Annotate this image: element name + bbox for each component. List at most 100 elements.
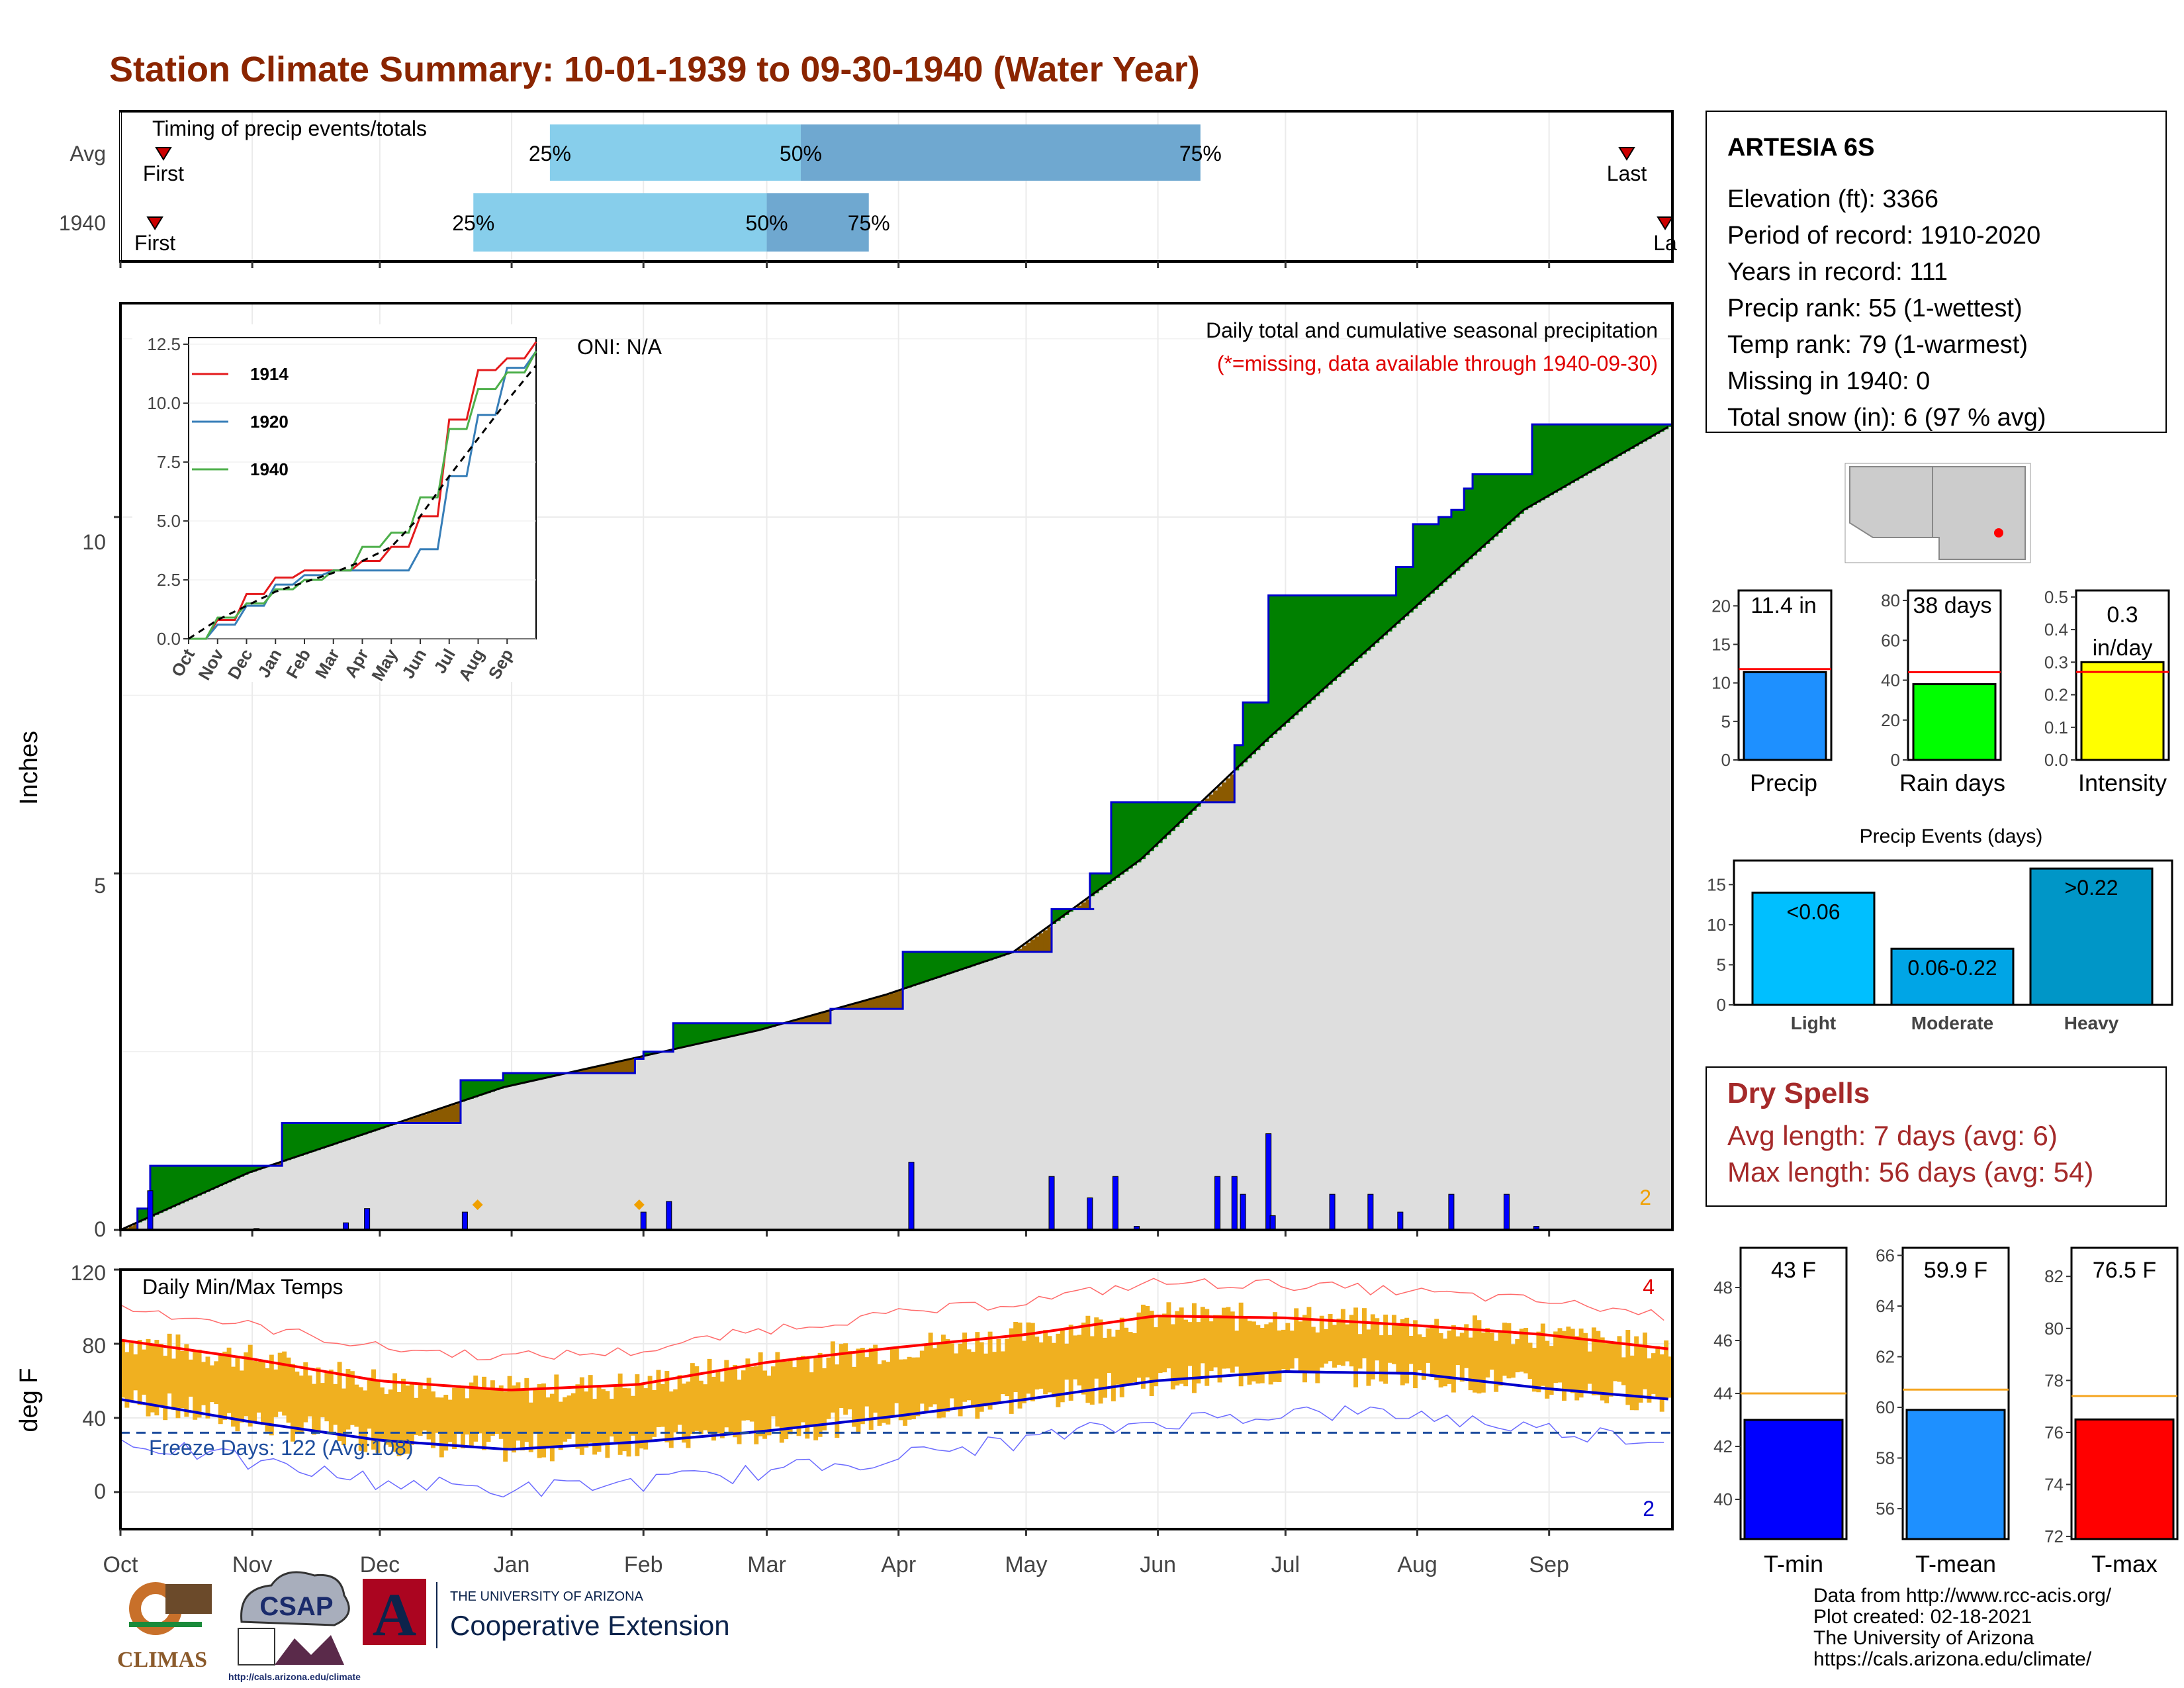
precip-diff-fill bbox=[490, 1080, 495, 1092]
precip-diff-fill bbox=[1426, 524, 1431, 598]
dry-spells-max: Max length: 56 days (avg: 54) bbox=[1727, 1156, 2093, 1188]
temp-daily-range bbox=[711, 1376, 716, 1441]
temp-xtick-label: Feb bbox=[624, 1552, 663, 1577]
temp-ytick-80: 80 bbox=[82, 1334, 106, 1358]
precip-diff-fill bbox=[316, 1123, 321, 1150]
temp-daily-range bbox=[431, 1391, 435, 1448]
temp-daily-range bbox=[1583, 1333, 1588, 1391]
temp-daily-range bbox=[992, 1352, 997, 1404]
temp-daily-range bbox=[584, 1391, 589, 1448]
freeze-days-label: Freeze Days: 122 (Avg:108) bbox=[149, 1436, 414, 1460]
temp-daily-range bbox=[244, 1352, 249, 1417]
temp-xtick-label: Nov bbox=[232, 1552, 272, 1577]
precip-ytick-5: 5 bbox=[94, 874, 106, 898]
precip-diff-fill bbox=[307, 1123, 312, 1153]
precip-diff-fill bbox=[847, 1005, 852, 1009]
temp-daily-range bbox=[894, 1346, 899, 1403]
temp-daily-range bbox=[1149, 1311, 1154, 1396]
inset-lines bbox=[188, 341, 537, 640]
temp-daily-range bbox=[1187, 1322, 1193, 1366]
precip-diff-fill bbox=[614, 1062, 619, 1074]
temp-ylabel: deg F bbox=[15, 1368, 43, 1432]
precip-diff-fill bbox=[1604, 424, 1610, 464]
precip-diff-fill bbox=[792, 1021, 797, 1023]
precip-diff-fill bbox=[541, 1073, 547, 1079]
precip-diff-fill bbox=[460, 1080, 465, 1102]
temp-daily-range bbox=[295, 1371, 300, 1432]
temp-daily-range bbox=[1281, 1329, 1286, 1370]
timing-q75-label: 75% bbox=[1179, 142, 1222, 165]
temp-daily-range bbox=[996, 1339, 1001, 1402]
temp-daily-range bbox=[1531, 1348, 1537, 1392]
precip-diff-fill bbox=[1103, 873, 1108, 887]
timing-row-avg: Avg bbox=[69, 142, 106, 165]
temp-daily-range bbox=[635, 1374, 640, 1456]
temp-daily-range bbox=[1510, 1344, 1516, 1378]
temp-daily-range bbox=[567, 1395, 572, 1439]
precip-diff-fill bbox=[889, 993, 895, 1009]
temp-daily-range bbox=[1205, 1309, 1210, 1386]
temp-daily-range bbox=[856, 1348, 861, 1434]
precip-diff-fill bbox=[1060, 909, 1065, 918]
precip-daily-bar bbox=[1231, 1176, 1238, 1231]
precip-diff-fill bbox=[877, 997, 882, 1009]
temp-daily-range bbox=[341, 1388, 347, 1445]
temp-daily-range bbox=[328, 1370, 334, 1434]
precip-diff-fill bbox=[133, 1224, 138, 1230]
precip-diff-fill bbox=[754, 1023, 759, 1031]
temp-daily-range bbox=[1175, 1311, 1180, 1385]
temp-daily-range bbox=[1132, 1333, 1137, 1383]
temp-daily-range bbox=[1596, 1331, 1601, 1395]
precip-diff-fill bbox=[533, 1073, 538, 1081]
temp-daily-range bbox=[498, 1385, 504, 1439]
precip-diff-fill bbox=[1506, 474, 1512, 526]
temp-daily-range bbox=[1196, 1322, 1201, 1383]
precip-diff-fill bbox=[1362, 595, 1367, 655]
temp-daily-range bbox=[358, 1387, 363, 1451]
precip-diff-fill bbox=[1243, 702, 1248, 763]
precip-diff-fill bbox=[728, 1023, 733, 1037]
temp-daily-range bbox=[1387, 1335, 1392, 1363]
precip-diff-fill bbox=[409, 1119, 414, 1123]
precip-diff-fill bbox=[1043, 930, 1048, 952]
temp-count-bottom: 2 bbox=[1643, 1497, 1655, 1521]
temp-daily-range bbox=[1447, 1331, 1452, 1384]
temp-daily-range bbox=[142, 1349, 147, 1395]
precip-diff-fill bbox=[860, 1002, 865, 1009]
temp-daily-range bbox=[1545, 1340, 1550, 1399]
temp-daily-range bbox=[1154, 1327, 1159, 1387]
footer-line-2: Plot created: 02-18-2021 bbox=[1813, 1606, 2032, 1628]
temp-ytick-120: 120 bbox=[71, 1261, 106, 1285]
temp-summary-ytick-label: 60 bbox=[1876, 1397, 1895, 1417]
temp-daily-range bbox=[1443, 1338, 1447, 1387]
precip-diff-fill bbox=[1468, 489, 1473, 559]
precip-diff-fill bbox=[813, 1015, 819, 1023]
temp-daily-range bbox=[741, 1370, 746, 1421]
temp-daily-range bbox=[903, 1359, 908, 1426]
precip-diff-fill bbox=[1030, 939, 1035, 952]
temp-daily-range bbox=[1664, 1340, 1669, 1399]
temp-daily-range bbox=[592, 1399, 598, 1455]
temp-daily-range bbox=[1319, 1315, 1324, 1368]
temp-avg-max-line bbox=[120, 1315, 1668, 1391]
precip-diff-fill bbox=[1536, 424, 1541, 503]
timing-panel: 25% 50% 75% First Last 25% 50% 75% First La Timin… bbox=[59, 110, 1677, 268]
precip-diff-fill bbox=[1302, 595, 1308, 708]
precip-diff-fill bbox=[171, 1166, 177, 1207]
temp-daily-range bbox=[1489, 1333, 1494, 1370]
temp-daily-range bbox=[788, 1360, 793, 1434]
precip-diff-fill bbox=[626, 1059, 631, 1074]
summary-ytick-label: 10 bbox=[1711, 673, 1731, 693]
precip-diff-fill bbox=[1489, 474, 1494, 541]
precip-diff-fill bbox=[1251, 702, 1256, 755]
precip-diff-fill bbox=[1634, 424, 1639, 447]
raindays-value-label: 38 days bbox=[1913, 593, 1991, 618]
temp-daily-range bbox=[860, 1348, 865, 1425]
precip-diff-fill bbox=[1417, 524, 1422, 605]
station-line-missing: Missing in 1940: 0 bbox=[1727, 367, 1930, 395]
temp-daily-range bbox=[1081, 1322, 1086, 1395]
temp-daily-range bbox=[1094, 1317, 1099, 1379]
precip-diff-fill bbox=[1119, 802, 1124, 875]
temp-daily-range bbox=[1613, 1343, 1617, 1382]
precip-diff-fill bbox=[677, 1023, 682, 1049]
